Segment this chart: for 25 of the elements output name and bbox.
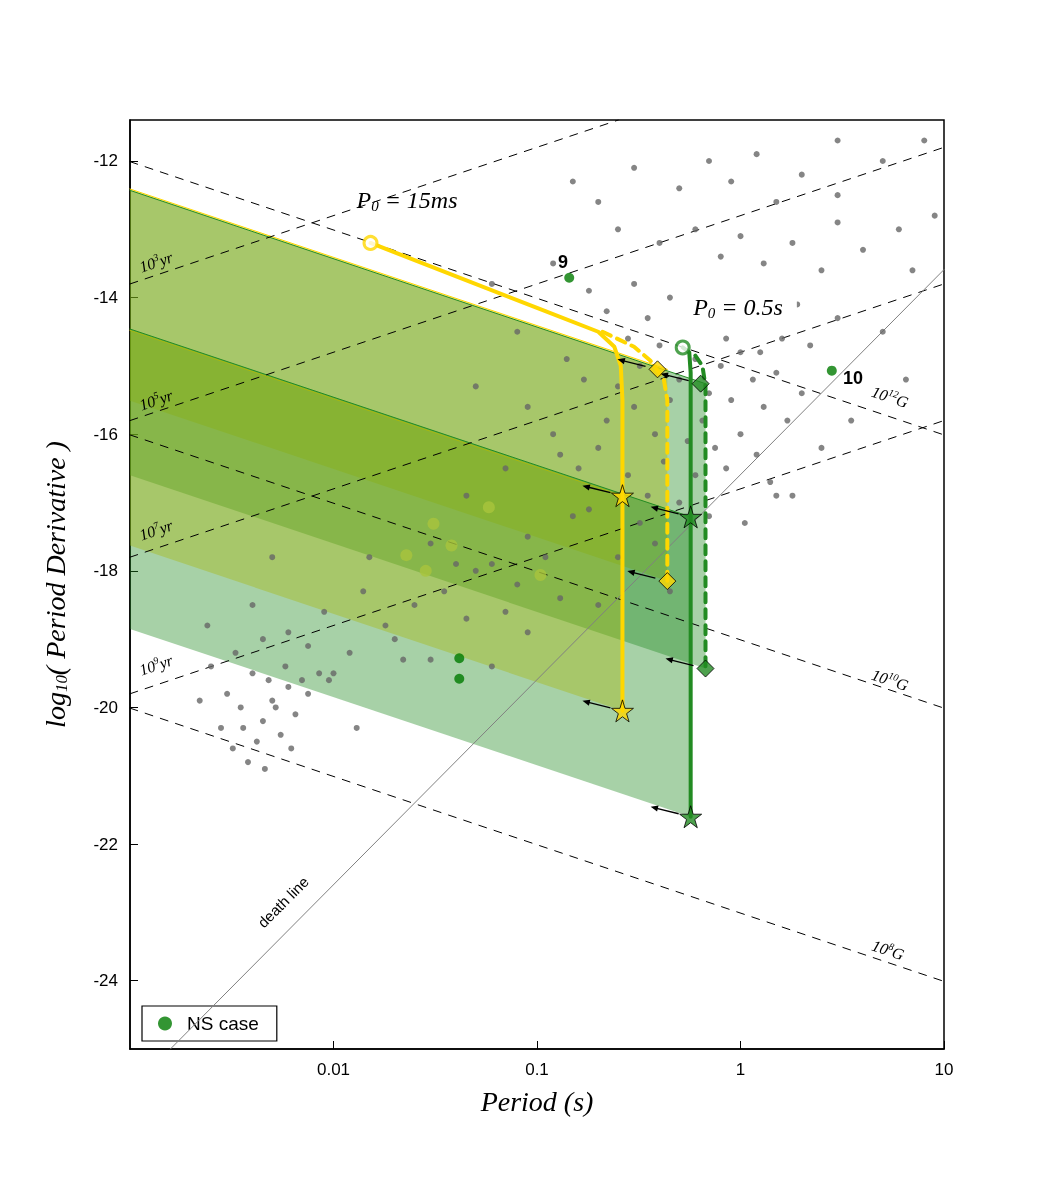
y-axis-title: log10( Period Derivative ) <box>39 441 71 728</box>
y-tick-label: -20 <box>93 697 118 717</box>
annotation: 108G <box>869 936 907 964</box>
annotation: 9 <box>557 252 569 272</box>
annotation: 109yr <box>137 651 177 679</box>
annotation: 1010G <box>869 665 911 695</box>
y-tick-label: -16 <box>93 424 118 444</box>
y-tick-label: -14 <box>93 288 118 308</box>
annotation: P0 = 0.5s <box>692 294 783 321</box>
annotation: 103yr <box>137 248 177 276</box>
annotation: 105yr <box>137 386 177 414</box>
legend-label: NS case <box>187 1013 259 1034</box>
y-tick-label: -22 <box>93 834 118 854</box>
x-tick-label: 1 <box>735 1060 746 1079</box>
y-tick-label: -12 <box>93 151 118 171</box>
annotation: 107yr <box>137 516 177 544</box>
y-tick-label: -24 <box>93 971 118 991</box>
annotation: 1012G <box>869 382 911 412</box>
x-axis-title: Period (s) <box>479 1085 594 1117</box>
x-tick-label: 0.1 <box>525 1060 549 1079</box>
annotation: 10 <box>842 368 864 388</box>
x-tick-label: 10 <box>934 1060 954 1079</box>
y-tick-label: -18 <box>93 561 118 581</box>
annotation: P0 = 15ms <box>355 187 458 214</box>
x-tick-label: 0.01 <box>316 1060 351 1079</box>
